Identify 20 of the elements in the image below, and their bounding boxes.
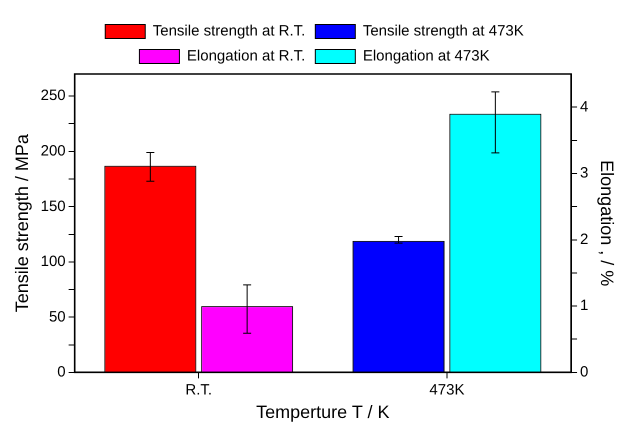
y-tick-label: 200 [40, 142, 66, 160]
legend-label: Tensile strength at 473K [362, 22, 524, 40]
y2-tick-label: 1 [580, 297, 588, 314]
x-tick-label: R.T. [185, 382, 212, 399]
y2-tick-label: 3 [580, 164, 588, 182]
y2-axis-title: Elongation , / % [597, 160, 618, 286]
legend-label: Elongation at R.T. [186, 48, 306, 65]
y2-tick-label: 2 [580, 230, 588, 248]
y2-tick-label: 4 [580, 98, 588, 116]
legend-label: Elongation at 473K [362, 48, 490, 65]
y-tick-label: 250 [40, 87, 66, 104]
y-tick-label: 100 [40, 253, 66, 270]
x-tick-label: 473K [429, 382, 464, 399]
y-tick-label: 0 [57, 364, 66, 381]
y-axis-title: Tensile strength / MPa [12, 133, 32, 312]
legend-label: Tensile strength at R.T. [152, 22, 306, 40]
y-tick-label: 150 [40, 198, 66, 215]
y-tick-label: 50 [48, 308, 66, 326]
y2-tick-label: 0 [580, 364, 588, 381]
x-axis-title: Temperture T / K [256, 402, 390, 422]
